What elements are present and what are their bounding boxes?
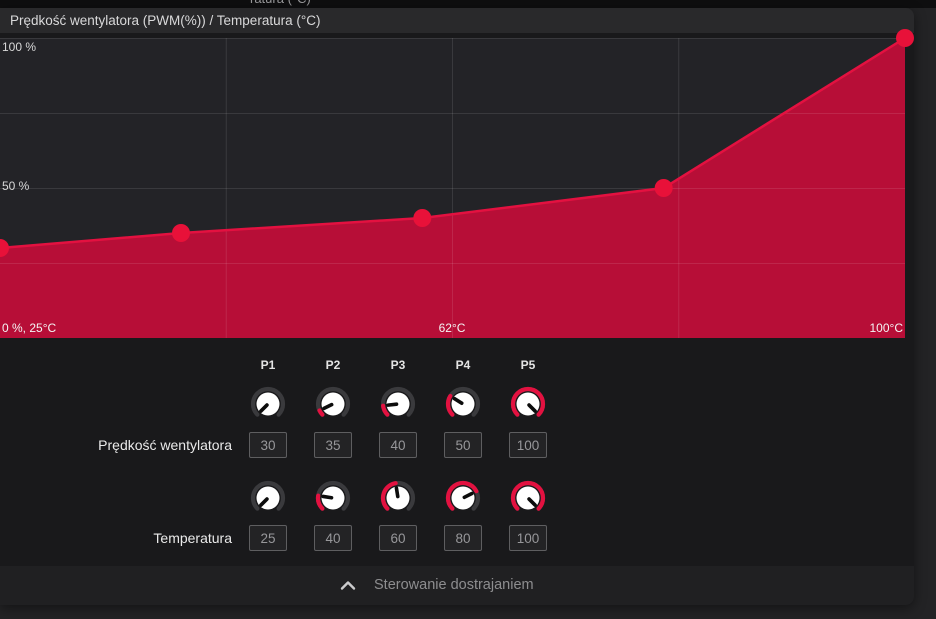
fan-dial-P5[interactable] <box>509 385 547 423</box>
fan-knob-P5[interactable] <box>509 385 547 423</box>
knob-value-arc <box>317 408 325 417</box>
point-label-P5: P5 <box>520 358 536 372</box>
knob-needle <box>462 491 474 500</box>
fan-curve-svg <box>0 29 914 338</box>
temp-row-label: Temperatura <box>153 530 232 546</box>
temp-dial-P2[interactable] <box>314 479 352 517</box>
temp-knob-P4[interactable] <box>444 479 482 517</box>
curve-point-P2[interactable] <box>172 224 190 242</box>
temp-input-P2[interactable] <box>314 525 352 551</box>
clipped-section-above: ratura (°C) <box>0 0 936 8</box>
fan-row-label: Prędkość wentylatora <box>98 437 232 453</box>
knob-value-arc <box>315 493 325 511</box>
temp-input-P3[interactable] <box>379 525 417 551</box>
y-tick-100: 100 % <box>2 40 37 54</box>
knob-needle <box>394 486 400 499</box>
curve-point-P4[interactable] <box>654 179 673 197</box>
curve-point-P1[interactable] <box>0 239 9 257</box>
fan-knob-P3[interactable] <box>379 385 417 423</box>
fan-curve-card: Prędkość wentylatora (PWM(%)) / Temperat… <box>0 8 914 605</box>
point-label-P3: P3 <box>390 358 406 372</box>
tuning-control-label: Sterowanie dostrajaniem <box>374 577 534 593</box>
fan-input-P5[interactable] <box>509 432 547 458</box>
fan-curve-chart: 100 % 50 % 0 %, 25°C 62°C 100°C <box>0 29 914 338</box>
temp-knob-P3[interactable] <box>379 479 417 517</box>
point-label-P4: P4 <box>455 358 471 372</box>
fan-knob-P4[interactable] <box>444 385 482 423</box>
knob-needle <box>527 403 537 413</box>
curve-area <box>0 38 905 338</box>
temp-knob-P1[interactable] <box>249 479 287 517</box>
temp-dial-P1[interactable] <box>249 479 287 517</box>
fan-input-P3[interactable] <box>379 432 417 458</box>
chart-title-bar: Prędkość wentylatora (PWM(%)) / Temperat… <box>0 8 914 33</box>
temp-input-P4[interactable] <box>444 525 482 551</box>
knob-value-arc <box>380 481 398 511</box>
temp-dial-P4[interactable] <box>444 479 482 517</box>
knob-value-arc <box>510 386 546 417</box>
temp-input-P1[interactable] <box>249 525 287 551</box>
knob-needle <box>321 494 334 500</box>
fan-knob-P2[interactable] <box>314 385 352 423</box>
x-tick-max: 100°C <box>869 321 904 335</box>
point-label-P1: P1 <box>260 358 276 372</box>
y-tick-50: 50 % <box>2 179 30 193</box>
knob-needle <box>527 497 537 507</box>
fan-input-P1[interactable] <box>249 432 287 458</box>
temp-input-P5[interactable] <box>509 525 547 551</box>
knob-needle <box>386 402 399 407</box>
fan-dial-P3[interactable] <box>379 385 417 423</box>
x-tick-mid: 62°C <box>438 321 466 335</box>
temp-knob-P5[interactable] <box>509 479 547 517</box>
fan-dial-P4[interactable] <box>444 385 482 423</box>
knob-value-arc <box>445 480 479 511</box>
knob-needle <box>259 497 269 507</box>
knob-value-arc <box>510 480 546 511</box>
knob-needle <box>452 396 464 406</box>
fan-dial-P1[interactable] <box>249 385 287 423</box>
fan-dial-P2[interactable] <box>314 385 352 423</box>
temp-knob-P2[interactable] <box>314 479 352 517</box>
temp-dial-P3[interactable] <box>379 479 417 517</box>
fan-input-P4[interactable] <box>444 432 482 458</box>
knob-value-arc <box>380 403 390 417</box>
temp-dial-P5[interactable] <box>509 479 547 517</box>
point-label-P2: P2 <box>325 358 341 372</box>
clipped-text: ratura (°C) <box>250 0 311 6</box>
chevron-up-icon <box>340 581 356 590</box>
curve-point-P3[interactable] <box>413 209 432 227</box>
fan-input-P2[interactable] <box>314 432 352 458</box>
knob-value-arc <box>445 393 455 417</box>
fan-knob-P1[interactable] <box>249 385 287 423</box>
knob-needle <box>259 403 269 413</box>
chart-title: Prędkość wentylatora (PWM(%)) / Temperat… <box>10 13 321 28</box>
tuning-control-toggle[interactable]: Sterowanie dostrajaniem <box>0 566 914 605</box>
x-tick-min: 0 %, 25°C <box>2 321 57 335</box>
curve-point-P5[interactable] <box>896 29 914 47</box>
knob-needle <box>322 402 334 411</box>
